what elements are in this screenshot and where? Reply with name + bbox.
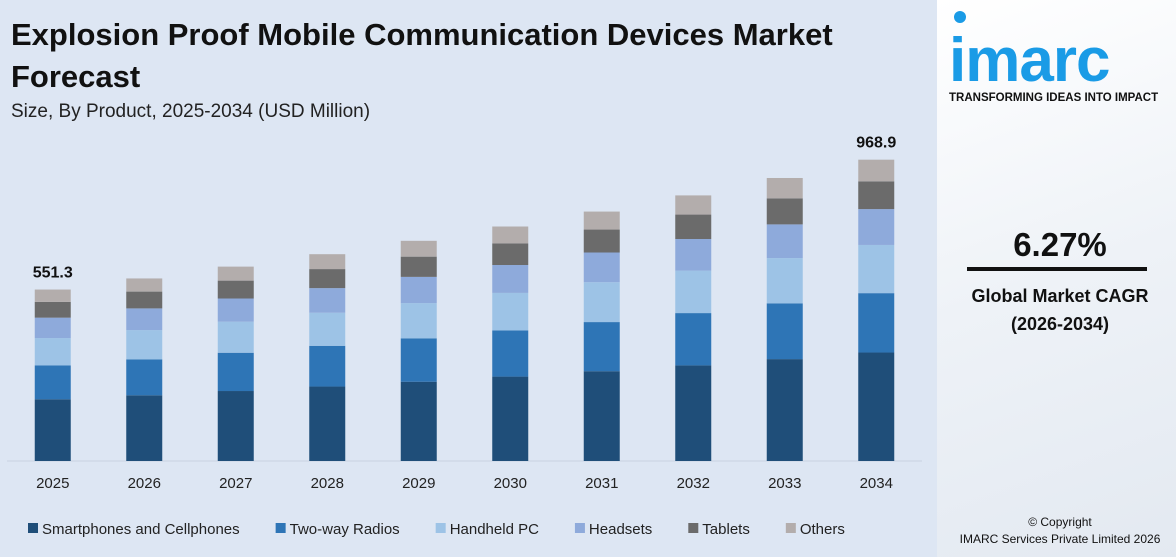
bar-segment: [858, 159, 895, 182]
total-label: 551.3: [33, 265, 73, 282]
bar-segment: [675, 214, 712, 240]
legend-swatch: [435, 523, 446, 533]
bar-segment: [492, 265, 529, 293]
chart-title: Explosion Proof Mobile Communication Dev…: [11, 17, 833, 94]
bar-segment: [766, 198, 803, 225]
bar-segment: [400, 240, 437, 257]
bar-segment: [126, 359, 163, 396]
bar-segment: [217, 391, 254, 461]
legend-label: Others: [800, 521, 845, 538]
bar-segment: [583, 371, 620, 461]
sidebar: imarc TRANSFORMING IDEAS INTO IMPACT 6.2…: [937, 0, 1176, 557]
bar-segment: [217, 280, 254, 299]
bar-segment: [400, 303, 437, 339]
legend-label: Headsets: [589, 521, 652, 538]
bar-segment: [583, 252, 620, 283]
bar-segment: [34, 399, 71, 461]
bar-segment: [492, 330, 529, 377]
bar-segment: [766, 359, 803, 461]
bar-segment: [309, 269, 346, 289]
cagr-value: 6.27%: [1013, 226, 1107, 263]
bar-segment: [309, 312, 346, 346]
bar-segment: [858, 244, 895, 294]
bar-segment: [217, 321, 254, 353]
legend-label: Smartphones and Cellphones: [42, 521, 240, 538]
bar-segment: [492, 376, 529, 461]
bar-segment: [400, 256, 437, 277]
total-label: 968.9: [856, 135, 896, 152]
legend-swatch: [28, 523, 38, 533]
bar-segment: [126, 395, 163, 461]
bar-segment: [34, 289, 71, 302]
bar-segment: [309, 386, 346, 461]
bar-segment: [217, 266, 254, 281]
legend-swatch: [574, 523, 585, 533]
cagr-period: (2026-2034): [1010, 314, 1110, 334]
x-tick-label: 2033: [768, 475, 801, 492]
legend-label: Tablets: [702, 521, 750, 538]
bar-segment: [675, 365, 712, 461]
legend-swatch: [688, 523, 699, 533]
bar-segment: [492, 243, 529, 266]
bar-segment: [492, 292, 529, 331]
legend-swatch: [275, 523, 286, 533]
chart-panel: Explosion Proof Mobile Communication Dev…: [7, 17, 922, 538]
bar-segment: [858, 293, 895, 353]
x-tick-label: 2028: [311, 475, 344, 492]
bar-segment: [675, 239, 712, 271]
x-tick-label: 2026: [128, 475, 161, 492]
bar-segment: [34, 365, 71, 400]
bar-segment: [309, 345, 346, 387]
x-tick-label: 2031: [585, 475, 618, 492]
bar-segment: [217, 352, 254, 392]
bar-segment: [675, 270, 712, 314]
logo-dot: [954, 11, 966, 23]
x-tick-label: 2029: [402, 475, 435, 492]
bar-segment: [675, 195, 712, 215]
bar-segment: [858, 181, 895, 210]
bar-segment: [400, 381, 437, 461]
bar-segment: [583, 282, 620, 323]
bar-segment: [675, 313, 712, 366]
legend-label: Two-way Radios: [290, 521, 400, 538]
bar-segment: [309, 288, 346, 313]
chart-subtitle: Size, By Product, 2025-2034 (USD Million…: [11, 101, 371, 122]
bar-segment: [126, 330, 163, 360]
bar-segment: [766, 224, 803, 259]
tagline: TRANSFORMING IDEAS INTO IMPACT: [949, 92, 1159, 104]
logo: imarc: [949, 26, 1110, 95]
bar-segment: [766, 303, 803, 360]
x-tick-label: 2025: [36, 475, 69, 492]
bar-segment: [217, 298, 254, 322]
bar-segment: [34, 338, 71, 366]
bar-segment: [858, 209, 895, 245]
bar-segment: [766, 177, 803, 199]
bar-segment: [492, 226, 529, 244]
bar-segment: [583, 211, 620, 230]
bar-segment: [34, 317, 71, 339]
bar-segment: [309, 254, 346, 270]
bar-segment: [126, 291, 163, 309]
x-tick-label: 2034: [860, 475, 893, 492]
bar-segment: [34, 301, 71, 318]
company: IMARC Services Private Limited 2026: [959, 532, 1161, 546]
divider: [967, 267, 1147, 271]
bar-segment: [766, 258, 803, 304]
x-tick-label: 2032: [677, 475, 710, 492]
cagr-label: Global Market CAGR: [971, 286, 1149, 306]
bar-segment: [400, 338, 437, 382]
x-tick-label: 2027: [219, 475, 252, 492]
bar-segment: [583, 229, 620, 253]
legend-swatch: [785, 523, 796, 533]
bar-segment: [858, 352, 895, 461]
bar-segment: [583, 322, 620, 372]
copyright: © Copyright: [1028, 515, 1092, 529]
legend-label: Handheld PC: [450, 521, 539, 538]
chart: 551.3 2025 2026 2027 2028 2029 2030 2031 2032 203…: [7, 135, 922, 538]
bar-segment: [400, 276, 437, 304]
bar-segment: [126, 278, 163, 292]
bar-segment: [126, 308, 163, 331]
x-tick-label: 2030: [494, 475, 527, 492]
